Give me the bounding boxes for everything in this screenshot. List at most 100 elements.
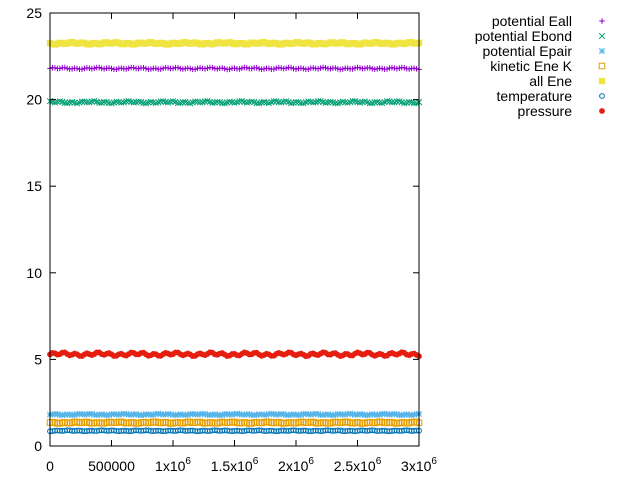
- data-point: [201, 410, 209, 418]
- data-point: [324, 411, 332, 418]
- data-point: [170, 65, 176, 72]
- data-point: [221, 65, 228, 72]
- data-point: [297, 411, 305, 418]
- data-point: [74, 65, 80, 72]
- data-point: [81, 65, 88, 72]
- data-point: [410, 411, 418, 418]
- data-point: [61, 64, 68, 71]
- data-point: [349, 66, 356, 72]
- data-point: [376, 411, 383, 418]
- data-point: [315, 65, 321, 72]
- data-point: [96, 64, 102, 71]
- data-point: [371, 66, 378, 73]
- data-point: [167, 98, 174, 105]
- data-point: [177, 65, 184, 72]
- data-point: [411, 65, 417, 71]
- data-point: [268, 410, 275, 417]
- data-point: [157, 66, 164, 72]
- data-point: [243, 99, 250, 106]
- legend-marker: [598, 32, 606, 40]
- data-point: [140, 64, 147, 71]
- data-point: [182, 65, 189, 72]
- data-point: [236, 66, 243, 72]
- series-potential-eall: [47, 64, 422, 73]
- data-point: [118, 65, 125, 71]
- data-point: [354, 411, 361, 418]
- legend-marker: [599, 108, 605, 114]
- data-point: [145, 411, 152, 418]
- data-point: [106, 65, 112, 71]
- data-point: [206, 411, 214, 419]
- data-point: [147, 98, 155, 106]
- data-point: [327, 65, 334, 72]
- data-point: [143, 65, 149, 72]
- data-point: [393, 411, 401, 418]
- data-point: [266, 65, 272, 72]
- data-point: [293, 66, 299, 72]
- data-point: [244, 64, 250, 71]
- data-point: [359, 411, 366, 418]
- data-point: [270, 411, 278, 418]
- data-point: [83, 411, 91, 418]
- data-point: [187, 65, 194, 72]
- data-point: [246, 411, 253, 418]
- data-point: [196, 411, 204, 418]
- x-tick-label: 1x106: [155, 456, 191, 474]
- data-point: [367, 65, 373, 71]
- data-point: [332, 100, 339, 107]
- data-point: [253, 411, 260, 419]
- data-point: [96, 99, 103, 106]
- data-point: [184, 411, 191, 419]
- data-point: [270, 98, 278, 105]
- data-point: [327, 98, 334, 105]
- data-point: [362, 65, 368, 72]
- data-point: [135, 65, 142, 72]
- legend-label: kinetic Ene K: [490, 58, 572, 74]
- axes-layer: 0 5 10 15 20 25 0 500000 1x106 1.5x106 2x106 2.5x10…: [26, 5, 437, 474]
- data-point: [263, 411, 270, 418]
- data-point: [115, 411, 123, 418]
- data-point: [108, 65, 115, 72]
- data-point: [113, 98, 120, 105]
- data-point: [160, 65, 166, 72]
- data-point: [204, 65, 211, 72]
- data-point: [71, 99, 78, 106]
- y-tick-label: 20: [26, 92, 42, 108]
- data-point: [130, 64, 137, 71]
- legend-label: potential Epair: [482, 43, 572, 59]
- data-point: [366, 100, 373, 107]
- data-point: [135, 98, 142, 105]
- data-point: [248, 65, 255, 72]
- data-point: [219, 411, 226, 419]
- data-point: [413, 65, 420, 72]
- data-point: [339, 98, 346, 105]
- data-point: [165, 65, 171, 71]
- data-point: [150, 99, 157, 106]
- data-point: [226, 98, 233, 105]
- data-point: [369, 65, 376, 72]
- data-point: [342, 411, 349, 418]
- legend-label: potential Eall: [492, 13, 572, 29]
- data-point: [314, 410, 322, 418]
- data-point: [209, 99, 216, 106]
- legend-marker: [599, 18, 605, 24]
- data-point: [162, 411, 169, 418]
- data-point: [179, 411, 186, 418]
- data-point: [123, 410, 130, 418]
- data-point: [78, 98, 86, 105]
- data-point: [118, 99, 125, 106]
- data-point: [236, 98, 243, 105]
- data-point: [69, 65, 75, 72]
- data-point: [310, 99, 317, 106]
- data-point: [105, 411, 113, 419]
- data-point: [219, 65, 225, 71]
- legend-label: pressure: [518, 103, 573, 119]
- y-tick-label: 5: [34, 351, 42, 367]
- series-temperature: [47, 427, 422, 435]
- data-point: [352, 65, 358, 71]
- data-point: [322, 64, 329, 71]
- data-point: [383, 98, 391, 105]
- data-point: [241, 411, 248, 418]
- data-point: [396, 65, 403, 71]
